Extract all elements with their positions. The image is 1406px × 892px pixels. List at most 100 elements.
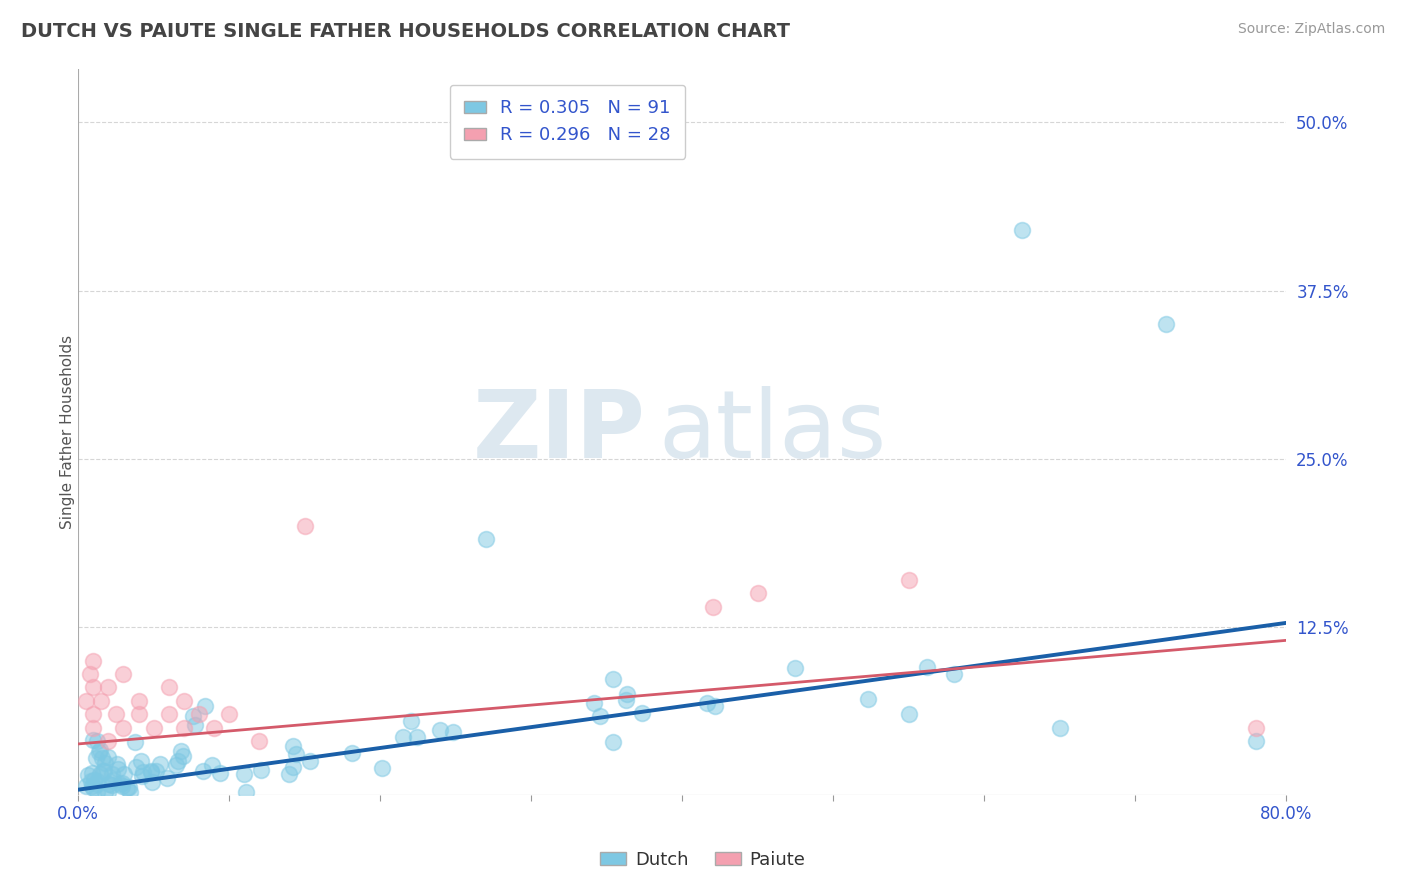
Point — [173, 694, 195, 708]
Point — [250, 763, 273, 777]
Point — [783, 661, 806, 675]
Point — [173, 721, 195, 735]
Point — [157, 681, 180, 695]
Point — [141, 775, 163, 789]
Point — [90, 694, 112, 708]
Point — [1049, 721, 1071, 735]
Point — [156, 771, 179, 785]
Point — [399, 714, 422, 729]
Point — [118, 780, 141, 794]
Text: ZIP: ZIP — [474, 386, 645, 478]
Point — [582, 696, 605, 710]
Point — [86, 785, 108, 799]
Point — [1246, 721, 1268, 735]
Point — [110, 779, 132, 793]
Point — [284, 747, 307, 761]
Point — [100, 767, 122, 781]
Point — [97, 777, 120, 791]
Point — [281, 739, 304, 754]
Point — [94, 785, 117, 799]
Point — [94, 756, 117, 770]
Y-axis label: Single Father Households: Single Father Households — [59, 334, 75, 529]
Point — [406, 731, 429, 745]
Point — [125, 760, 148, 774]
Point — [897, 573, 920, 587]
Point — [702, 599, 724, 614]
Point — [602, 735, 624, 749]
Point — [112, 667, 135, 681]
Point — [602, 673, 624, 687]
Point — [75, 779, 97, 793]
Point — [86, 776, 108, 790]
Point — [107, 762, 129, 776]
Text: DUTCH VS PAIUTE SINGLE FATHER HOUSEHOLDS CORRELATION CHART: DUTCH VS PAIUTE SINGLE FATHER HOUSEHOLDS… — [21, 22, 790, 41]
Point — [281, 760, 304, 774]
Point — [589, 708, 612, 723]
Point — [103, 773, 125, 788]
Point — [108, 777, 131, 791]
Point — [83, 772, 105, 787]
Point — [129, 754, 152, 768]
Point — [80, 774, 103, 789]
Point — [111, 776, 134, 790]
Point — [112, 767, 135, 781]
Point — [298, 754, 321, 768]
Point — [82, 707, 104, 722]
Legend: Dutch, Paiute: Dutch, Paiute — [593, 844, 813, 876]
Legend: R = 0.305   N = 91, R = 0.296   N = 28: R = 0.305 N = 91, R = 0.296 N = 28 — [450, 85, 685, 159]
Point — [1011, 223, 1033, 237]
Point — [235, 785, 257, 799]
Point — [142, 721, 165, 735]
Point — [91, 751, 114, 765]
Point — [897, 707, 920, 722]
Point — [132, 764, 155, 779]
Point — [82, 681, 104, 695]
Point — [371, 761, 394, 775]
Point — [856, 691, 879, 706]
Point — [1154, 317, 1177, 331]
Point — [89, 743, 111, 757]
Point — [1246, 734, 1268, 748]
Point — [630, 706, 652, 720]
Point — [86, 774, 108, 789]
Point — [112, 721, 135, 735]
Point — [80, 779, 103, 793]
Point — [82, 653, 104, 667]
Point — [139, 764, 162, 779]
Point — [75, 694, 97, 708]
Point — [191, 764, 214, 779]
Point — [277, 767, 299, 781]
Point — [747, 586, 769, 600]
Point — [80, 765, 103, 780]
Point — [105, 756, 128, 771]
Point — [104, 707, 127, 722]
Point — [91, 764, 114, 778]
Point — [76, 767, 98, 781]
Point — [124, 735, 146, 749]
Point — [183, 709, 205, 723]
Point — [614, 692, 637, 706]
Text: atlas: atlas — [658, 386, 886, 478]
Point — [194, 698, 217, 713]
Point — [145, 764, 167, 778]
Point — [917, 660, 939, 674]
Point — [82, 721, 104, 735]
Point — [475, 533, 498, 547]
Point — [188, 707, 211, 722]
Point — [943, 667, 966, 681]
Point — [86, 734, 108, 748]
Point — [201, 757, 224, 772]
Point — [131, 769, 153, 783]
Point — [696, 696, 718, 710]
Point — [340, 746, 363, 760]
Point — [157, 707, 180, 722]
Point — [101, 779, 124, 793]
Point — [167, 754, 190, 768]
Text: Source: ZipAtlas.com: Source: ZipAtlas.com — [1237, 22, 1385, 37]
Point — [183, 718, 205, 732]
Point — [172, 749, 194, 764]
Point — [79, 667, 101, 681]
Point — [118, 785, 141, 799]
Point — [128, 694, 150, 708]
Point — [84, 751, 107, 765]
